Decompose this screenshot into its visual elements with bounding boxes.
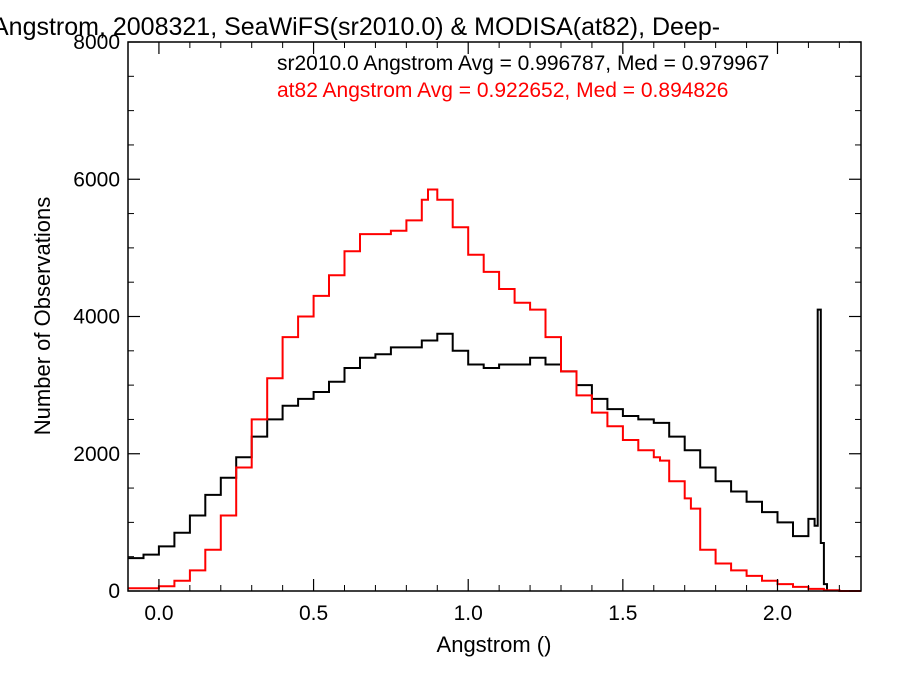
series-layer [128, 188, 861, 592]
x-axis-ticks: 0.0 0.5 1.0 1.5 2.0 [127, 42, 840, 625]
legend-entry-at82: at82 Angstrom Avg = 0.922652, Med = 0.89… [277, 79, 728, 102]
x-tick-label-1: 0.5 [299, 602, 328, 625]
x-axis-label: Angstrom () [437, 632, 552, 657]
y-tick-label-3: 6000 [73, 168, 120, 191]
legend-entry-sr2010: sr2010.0 Angstrom Avg = 0.996787, Med = … [277, 52, 769, 75]
x-tick-label-0: 0.0 [144, 602, 173, 625]
chart-title: Angstrom, 2008321, SeaWiFS(sr2010.0) & M… [0, 13, 720, 41]
y-axis-label: Number of Observations [30, 197, 55, 435]
x-tick-label-3: 1.5 [608, 602, 637, 625]
y-tick-label-1: 2000 [73, 443, 120, 466]
y-axis-ticks: 0 2000 4000 6000 8000 [73, 31, 861, 603]
series-line-1 [128, 188, 861, 592]
y-tick-label-4: 8000 [73, 31, 120, 54]
x-tick-label-2: 1.0 [454, 602, 483, 625]
y-tick-label-2: 4000 [73, 306, 120, 329]
x-tick-label-4: 2.0 [763, 602, 792, 625]
y-tick-label-0: 0 [108, 580, 120, 603]
